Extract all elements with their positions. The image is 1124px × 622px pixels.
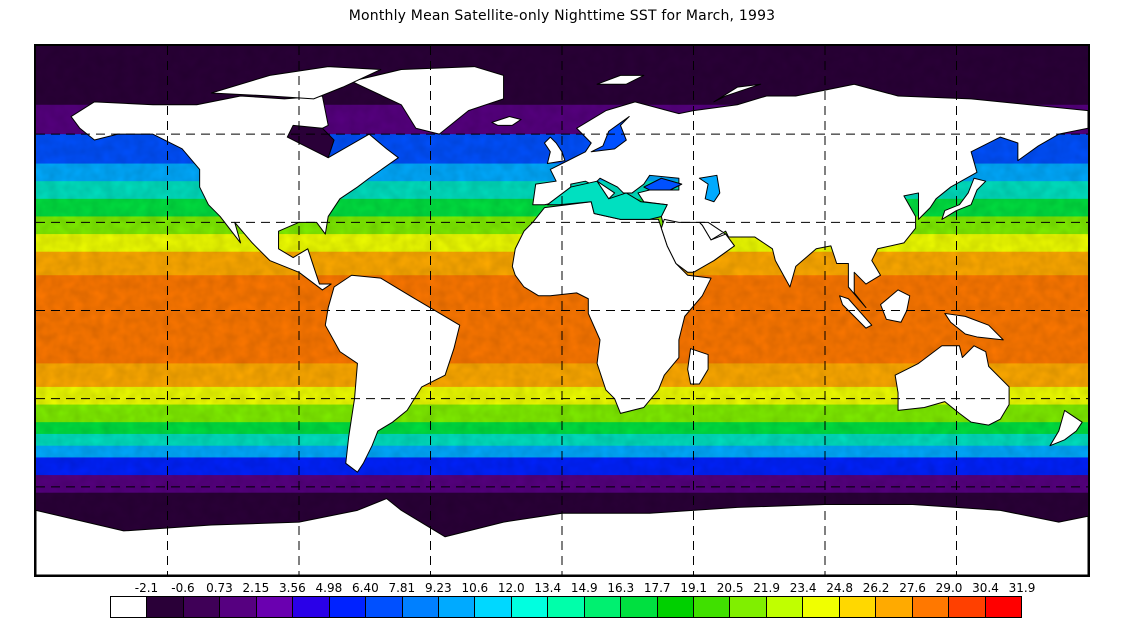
color-swatch (438, 597, 476, 617)
mediterranean (546, 180, 668, 220)
color-swatch (803, 597, 840, 617)
greenland (351, 66, 505, 135)
scale-tick-label: 21.9 (753, 581, 780, 595)
color-swatch (876, 597, 913, 617)
iceland (491, 116, 522, 126)
scale-tick-label: 23.4 (789, 581, 817, 595)
color-swatch (293, 597, 330, 617)
color-swatch (912, 597, 950, 617)
color-swatch (730, 597, 767, 617)
scale-tick-label: 26.2 (862, 581, 890, 595)
scale-tick-label: -0.6 (171, 581, 195, 595)
new-zealand (1049, 409, 1083, 447)
color-swatch (111, 597, 148, 617)
australia (894, 345, 1010, 426)
color-swatch (548, 597, 585, 617)
map-title: Monthly Mean Satellite-only Nighttime SS… (348, 8, 776, 24)
scale-tick-label: -2.1 (134, 581, 159, 595)
color-swatch (147, 597, 184, 617)
color-scale-labels: -2.1 -0.6 0.73 2.15 3.56 4.98 6.40 7.81 9.23 10.6… (92, 581, 1052, 595)
japan (941, 177, 987, 220)
scale-tick-label: 19.1 (680, 581, 708, 595)
color-swatch (949, 597, 986, 617)
color-swatch (839, 597, 877, 617)
scale-tick-label: 10.6 (461, 581, 489, 595)
scale-tick-label: 29.0 (935, 581, 963, 595)
color-swatch (402, 597, 439, 617)
scale-tick-label: 24.8 (826, 581, 853, 595)
north-america (70, 95, 399, 291)
color-swatch (366, 597, 403, 617)
hudson-bay (286, 124, 335, 159)
sumatra (839, 295, 873, 329)
color-swatch (657, 597, 694, 617)
scale-tick-label: 31.9 (1008, 581, 1036, 595)
scale-tick-label: 4.98 (315, 581, 343, 595)
color-swatch (694, 597, 731, 617)
canadian-islands (210, 66, 382, 100)
new-guinea (944, 312, 1004, 341)
color-scale-bar (110, 596, 1022, 618)
madagascar (687, 348, 709, 385)
color-swatch (766, 597, 804, 617)
lat-lon-grid (36, 46, 1088, 575)
sst-map (34, 44, 1090, 577)
scale-tick-label: 17.7 (643, 581, 671, 595)
scale-tick-label: 7.81 (388, 581, 416, 595)
novaya-zemlya (713, 83, 762, 103)
scale-tick-label: 13.4 (534, 581, 562, 595)
scale-tick-label: 20.5 (716, 581, 744, 595)
world-map-canvas (36, 46, 1088, 575)
color-swatch (183, 597, 221, 617)
caspian-sea (698, 174, 721, 203)
scale-tick-label: 9.23 (424, 581, 452, 595)
scale-tick-label: 6.40 (352, 581, 379, 595)
scale-tick-label: 14.9 (570, 581, 598, 595)
eurasia (532, 83, 1088, 309)
color-swatch (220, 597, 257, 617)
black-sea (643, 177, 683, 191)
scale-tick-label: 0.73 (206, 581, 233, 595)
great-britain (543, 136, 566, 165)
color-swatch (256, 597, 294, 617)
color-swatch (621, 597, 658, 617)
color-swatch (475, 597, 512, 617)
scale-tick-label: 3.56 (279, 581, 306, 595)
color-swatch (584, 597, 622, 617)
scale-tick-label: 12.0 (497, 581, 525, 595)
color-swatch (511, 597, 549, 617)
scale-tick-label: 30.4 (972, 581, 999, 595)
africa (511, 201, 712, 414)
color-swatch (985, 597, 1021, 617)
scale-tick-label: 2.15 (242, 581, 270, 595)
svalbard (596, 74, 645, 85)
scale-tick-label: 16.3 (607, 581, 635, 595)
color-swatch (329, 597, 367, 617)
scale-tick-label: 27.6 (899, 581, 926, 595)
